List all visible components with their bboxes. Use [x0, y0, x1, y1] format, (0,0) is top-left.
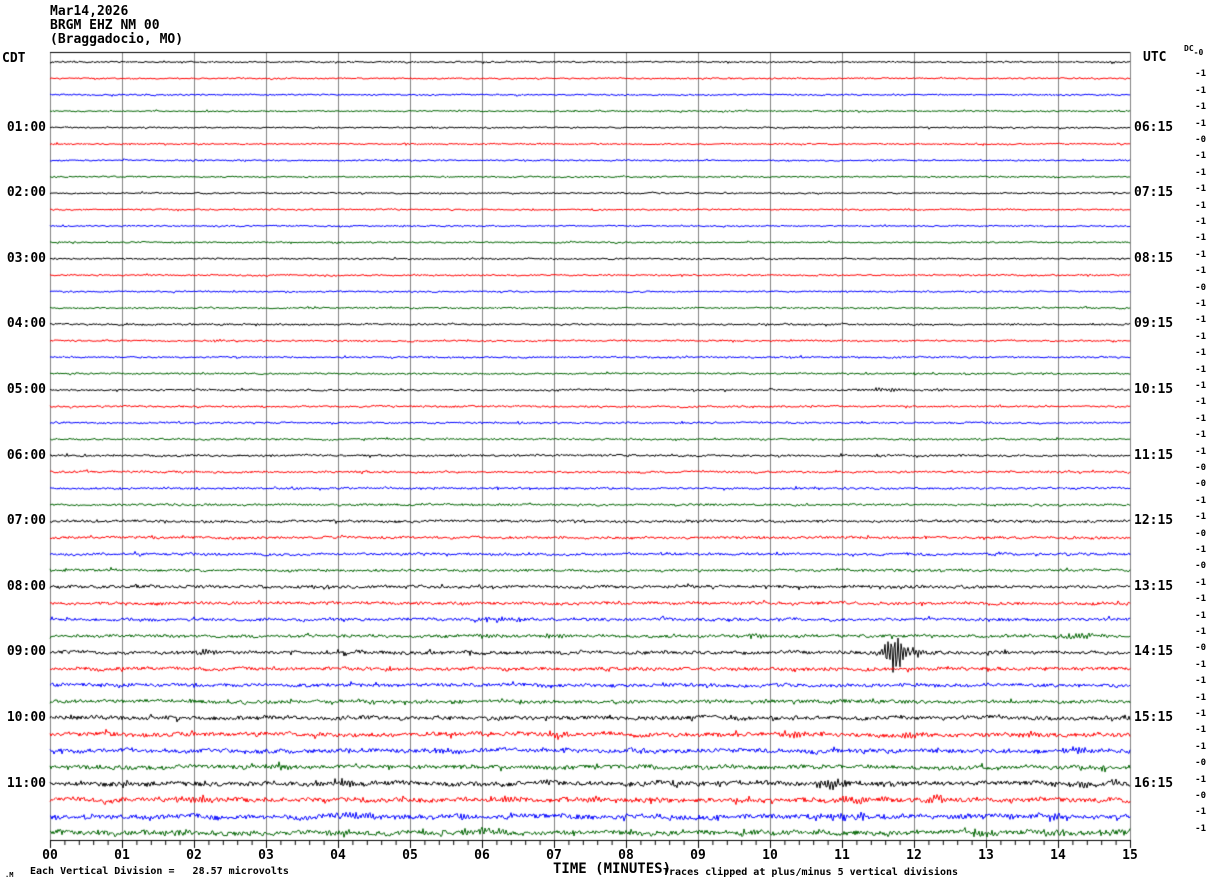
row-label-dc-37: -1: [1195, 659, 1206, 670]
x-axis-label: TIME (MINUTES): [553, 861, 672, 877]
dc-offset-header: DC-0: [1184, 44, 1203, 57]
row-label-dc-15: -1: [1195, 299, 1206, 309]
scale-note: Each Vertical Division = 28.57 microvolt…: [30, 866, 289, 877]
row-label-dc-21: -1: [1195, 397, 1206, 408]
row-label-cdt-0100: 01:00: [6, 119, 46, 135]
clip-note: Traces clipped at plus/minus 5 vertical …: [663, 867, 959, 878]
row-label-utc-1115: 11:15: [1134, 447, 1174, 463]
row-label-dc-47: -1: [1195, 823, 1206, 834]
x-tick-label-14: 14: [1050, 848, 1066, 863]
row-label-dc-1: -1: [1195, 69, 1206, 80]
row-label-dc-19: -1: [1195, 364, 1206, 375]
row-label-dc-35: -1: [1195, 627, 1206, 637]
row-label-dc-2: -1: [1195, 85, 1206, 96]
row-label-utc-0615: 06:15: [1134, 119, 1174, 135]
row-label-dc-22: -1: [1195, 413, 1206, 424]
x-tick-label-04: 04: [330, 848, 346, 863]
title-location: (Braggadocio, MO): [50, 32, 184, 47]
row-label-dc-27: -1: [1195, 495, 1206, 506]
row-label-dc-28: -1: [1195, 512, 1206, 523]
row-label-dc-41: -1: [1195, 725, 1206, 736]
row-label-cdt-0600: 06:00: [6, 447, 46, 463]
row-label-dc-34: -1: [1195, 610, 1206, 621]
row-label-dc-7: -1: [1195, 167, 1206, 178]
row-label-utc-0715: 07:15: [1134, 185, 1174, 201]
x-tick-label-15: 15: [1122, 848, 1138, 863]
row-label-cdt-0300: 03:00: [6, 250, 46, 266]
title-station: BRGM EHZ NM 00: [50, 18, 160, 33]
x-tick-label-08: 08: [618, 848, 634, 863]
dc-header-text: DC: [1184, 44, 1194, 53]
x-tick-label-03: 03: [258, 848, 274, 863]
row-label-dc-14: -0: [1195, 282, 1206, 293]
dc-value-row-0: -0: [1193, 48, 1204, 57]
row-label-utc-1015: 10:15: [1134, 382, 1174, 397]
x-tick-label-00: 00: [42, 848, 58, 863]
x-tick-label-07: 07: [546, 848, 562, 863]
x-tick-label-10: 10: [762, 848, 778, 863]
row-label-dc-3: -1: [1195, 102, 1206, 113]
row-label-dc-44: -1: [1195, 774, 1206, 785]
row-label-dc-45: -0: [1195, 791, 1206, 801]
row-label-dc-17: -1: [1195, 331, 1206, 342]
row-label-dc-36: -0: [1195, 643, 1206, 654]
row-label-cdt-0500: 05:00: [6, 382, 46, 397]
left-axis-header-cdt: CDT: [2, 51, 26, 66]
row-label-dc-6: -1: [1195, 151, 1206, 162]
row-label-dc-18: -1: [1195, 348, 1206, 359]
row-label-utc-0915: 09:15: [1134, 316, 1174, 332]
row-label-dc-9: -1: [1195, 200, 1206, 211]
row-label-utc-1315: 13:15: [1134, 578, 1174, 594]
row-label-utc-1515: 15:15: [1134, 710, 1174, 725]
row-label-cdt-0400: 04:00: [6, 316, 46, 332]
row-label-dc-24: -1: [1195, 446, 1206, 457]
row-label-dc-13: -1: [1195, 266, 1206, 277]
row-label-cdt-1000: 10:00: [6, 710, 46, 725]
row-label-dc-11: -1: [1195, 233, 1206, 244]
row-label-dc-20: -1: [1195, 381, 1206, 391]
row-label-cdt-0700: 07:00: [6, 513, 46, 529]
row-label-dc-29: -0: [1195, 528, 1206, 539]
x-tick-label-02: 02: [186, 848, 202, 863]
right-axis-header-utc: UTC: [1143, 50, 1167, 65]
x-tick-label-05: 05: [402, 848, 418, 863]
row-label-dc-39: -1: [1195, 692, 1206, 703]
row-label-dc-40: -1: [1195, 709, 1206, 719]
row-label-dc-16: -1: [1195, 315, 1206, 326]
row-label-dc-38: -1: [1195, 676, 1206, 687]
row-label-dc-26: -0: [1195, 479, 1206, 490]
row-label-dc-25: -0: [1195, 463, 1206, 473]
row-label-dc-30: -1: [1195, 545, 1206, 555]
row-label-cdt-0900: 09:00: [6, 644, 46, 660]
row-label-dc-12: -1: [1195, 249, 1206, 260]
x-tick-label-11: 11: [834, 848, 850, 863]
row-label-utc-1615: 16:15: [1134, 775, 1174, 791]
row-label-utc-1215: 12:15: [1134, 513, 1174, 529]
row-label-dc-31: -0: [1195, 561, 1206, 572]
row-label-dc-5: -0: [1195, 135, 1206, 145]
x-tick-label-09: 09: [690, 848, 706, 863]
row-label-cdt-0200: 02:00: [6, 185, 46, 201]
corner-mark: .M: [5, 871, 14, 879]
row-label-dc-4: -1: [1195, 118, 1206, 129]
row-label-dc-10: -1: [1195, 217, 1206, 227]
row-label-dc-33: -1: [1195, 594, 1206, 605]
row-label-dc-8: -1: [1195, 184, 1206, 195]
row-label-utc-0815: 08:15: [1134, 250, 1174, 266]
row-label-dc-32: -1: [1195, 577, 1206, 588]
row-label-dc-43: -0: [1195, 758, 1206, 769]
x-tick-label-12: 12: [906, 848, 922, 863]
row-label-cdt-1100: 11:00: [6, 775, 46, 791]
row-label-dc-42: -1: [1195, 741, 1206, 752]
row-label-dc-23: -1: [1195, 430, 1206, 441]
row-label-utc-1415: 14:15: [1134, 644, 1174, 660]
row-label-cdt-0800: 08:00: [6, 578, 46, 594]
x-tick-label-13: 13: [978, 848, 994, 863]
x-tick-label-06: 06: [474, 848, 490, 863]
title-date: Mar14,2026: [50, 4, 129, 19]
x-tick-label-01: 01: [114, 848, 130, 863]
row-label-dc-46: -1: [1195, 807, 1206, 818]
